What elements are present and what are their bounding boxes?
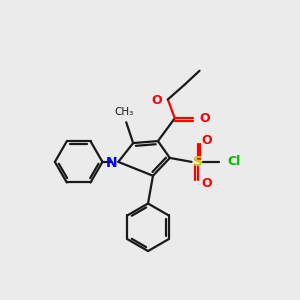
Text: O: O: [202, 177, 212, 190]
Text: O: O: [200, 112, 210, 125]
Text: O: O: [202, 134, 212, 147]
Text: O: O: [151, 94, 162, 107]
Text: Cl: Cl: [227, 155, 241, 168]
Text: S: S: [193, 155, 202, 169]
Text: N: N: [106, 156, 117, 170]
Text: CH₃: CH₃: [115, 107, 134, 117]
